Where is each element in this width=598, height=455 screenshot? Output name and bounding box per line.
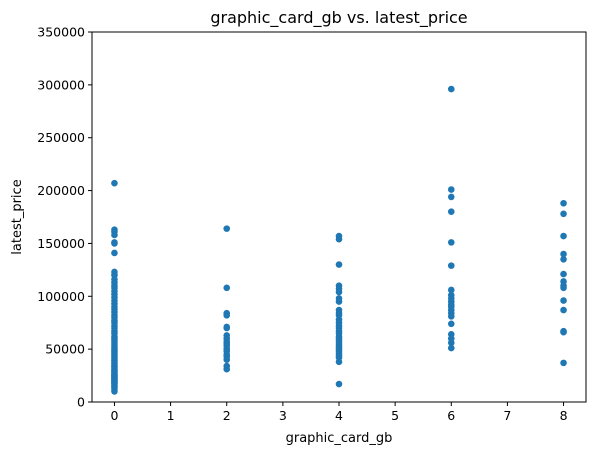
data-point (560, 306, 567, 314)
data-point (223, 356, 231, 364)
data-point (560, 199, 567, 207)
y-tick-label: 200000 (37, 183, 85, 198)
data-point (560, 255, 567, 263)
chart-title: graphic_card_gb vs. latest_price (210, 8, 467, 28)
x-tick-label: 4 (335, 408, 343, 423)
data-point (560, 250, 567, 258)
x-tick-label: 2 (223, 408, 231, 423)
x-tick-label: 8 (560, 408, 568, 423)
data-point (560, 359, 567, 367)
data-point (111, 249, 118, 257)
x-tick-label: 0 (110, 408, 118, 423)
data-point (447, 339, 455, 347)
x-tick-label: 3 (279, 408, 287, 423)
data-point (223, 312, 231, 319)
y-tick-label: 250000 (37, 130, 85, 145)
data-point (111, 388, 118, 395)
data-point (223, 365, 231, 373)
x-axis-label: graphic_card_gb (286, 431, 393, 446)
y-tick-label: 0 (77, 395, 85, 410)
x-tick-label: 1 (167, 408, 175, 423)
data-point (223, 225, 231, 232)
data-point (223, 284, 231, 292)
x-tick-label: 5 (391, 408, 399, 423)
data-point (335, 261, 343, 268)
x-tick-label: 7 (503, 408, 511, 423)
data-point (560, 328, 567, 336)
data-point (560, 284, 567, 292)
y-tick-label: 150000 (37, 236, 85, 251)
data-point (447, 193, 455, 201)
y-tick-label: 50000 (45, 342, 85, 357)
data-point (447, 262, 455, 269)
data-points (111, 85, 567, 395)
y-tick-label: 350000 (37, 25, 85, 40)
data-point (111, 231, 118, 239)
data-point (335, 288, 343, 296)
data-point (560, 232, 567, 240)
data-point (335, 298, 343, 305)
y-tick-label: 300000 (37, 77, 85, 92)
data-point (560, 210, 567, 218)
data-point (447, 286, 455, 294)
y-axis-ticks: 0 50000 100000 150000 200000 250000 300000 3500… (37, 25, 92, 410)
data-point (111, 240, 118, 247)
data-point (447, 239, 455, 246)
data-point (335, 358, 343, 366)
data-point (111, 179, 118, 187)
data-point (560, 270, 567, 278)
data-point (447, 313, 455, 320)
data-point (447, 344, 455, 352)
data-point (447, 85, 455, 93)
x-axis-ticks: 0 1 2 3 4 5 6 7 8 (110, 402, 568, 423)
y-tick-label: 100000 (37, 289, 85, 304)
data-point (560, 297, 567, 304)
x-tick-label: 6 (447, 408, 455, 423)
data-point (223, 324, 231, 332)
data-point (335, 380, 343, 388)
data-point (447, 208, 455, 216)
data-point (335, 235, 343, 243)
y-axis-label: latest_price (10, 179, 25, 254)
data-point (447, 186, 455, 193)
data-point (447, 320, 455, 328)
